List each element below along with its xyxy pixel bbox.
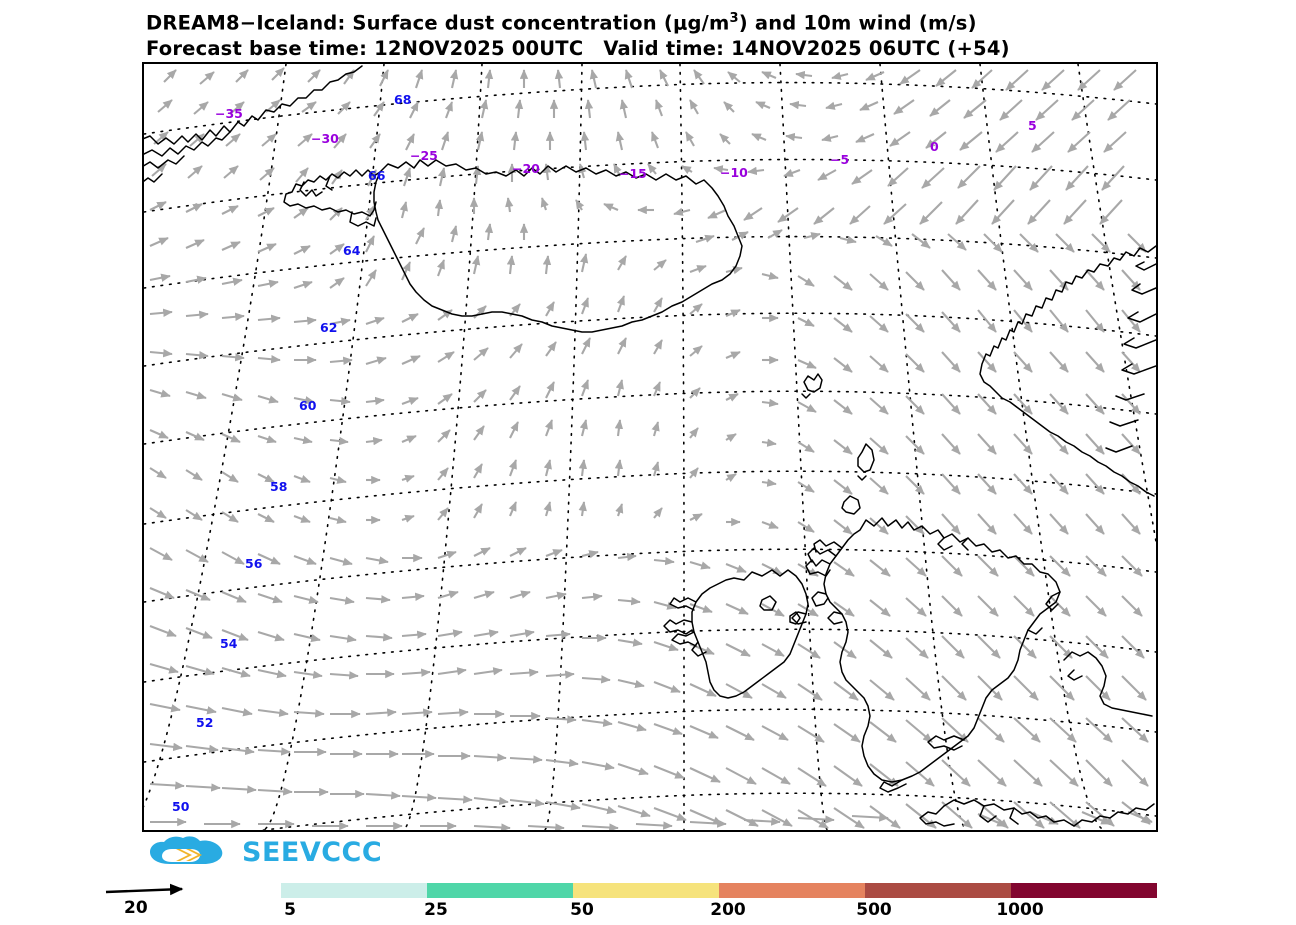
map-graphics: [144, 64, 1156, 830]
lon-label-minus25: −25: [410, 148, 438, 163]
chart-title-line-2: Forecast base time: 12NOV2025 00UTC Valid…: [146, 36, 1286, 61]
colorbar-tick-25: 25: [424, 900, 448, 920]
colorbar-segment-3: [719, 883, 865, 898]
forecast-base-time: Forecast base time: 12NOV2025 00UTC: [146, 36, 584, 60]
seevccc-cloud-icon: [150, 836, 223, 864]
valid-time: Valid time: 14NOV2025 06UTC (+54): [603, 36, 1010, 60]
wind-reference-vector: 20: [104, 882, 224, 920]
dust-concentration-colorbar[interactable]: [281, 883, 1157, 898]
lat-label-60: 60: [299, 398, 317, 413]
colorbar-tick-500: 500: [856, 900, 892, 920]
title-units-exponent: 3: [729, 11, 739, 26]
lon-label-minus35: −35: [215, 106, 243, 121]
colorbar-tick-50: 50: [570, 900, 594, 920]
title-text-a: DREAM8−Iceland: Surface dust concentrati…: [146, 11, 673, 35]
lon-label-minus30: −30: [311, 131, 339, 146]
wind-reference-label: 20: [124, 898, 148, 918]
lon-label-minus15: −15: [619, 166, 647, 181]
title-units: μg/m: [672, 11, 730, 35]
title-text-b: ) and 10m wind (m/s): [738, 11, 977, 35]
lon-label-minus5: −5: [830, 152, 850, 167]
lat-label-52: 52: [196, 715, 214, 730]
colorbar-tick-1000: 1000: [996, 900, 1044, 920]
wind-vector-field: [149, 67, 1153, 830]
wind-reference-arrow-icon: [105, 883, 184, 896]
seevccc-logo-text: SEEVCCC: [242, 837, 383, 868]
coastlines: [144, 65, 1156, 827]
colorbar-segment-0: [281, 883, 427, 898]
lon-label-minus10: −10: [720, 165, 748, 180]
lon-label-0: 0: [930, 139, 939, 154]
map-panel[interactable]: 68 66 64 62 60 58 56 54 52 50 −35 −30 −2…: [142, 62, 1158, 832]
colorbar-tick-5: 5: [284, 900, 296, 920]
lon-label-5: 5: [1028, 118, 1037, 133]
lat-label-58: 58: [270, 479, 288, 494]
seevccc-logo[interactable]: SEEVCCC: [146, 836, 382, 872]
lat-label-64: 64: [343, 243, 361, 258]
chart-title-line-1: DREAM8−Iceland: Surface dust concentrati…: [146, 6, 1286, 36]
lat-label-68: 68: [394, 92, 412, 107]
chart-title-block: DREAM8−Iceland: Surface dust concentrati…: [146, 6, 1286, 61]
colorbar-segment-1: [427, 883, 573, 898]
colorbar-segment-2: [573, 883, 719, 898]
lat-label-50: 50: [172, 799, 190, 814]
lat-label-66: 66: [368, 168, 386, 183]
colorbar-segment-4: [865, 883, 1011, 898]
lat-label-62: 62: [320, 320, 338, 335]
colorbar-segment-5: [1011, 883, 1157, 898]
colorbar-tick-labels: 5 25 50 200 500 1000: [281, 900, 1157, 924]
lat-label-56: 56: [245, 556, 263, 571]
colorbar-tick-200: 200: [710, 900, 746, 920]
lat-label-54: 54: [220, 636, 238, 651]
lon-label-minus20: −20: [512, 161, 540, 176]
